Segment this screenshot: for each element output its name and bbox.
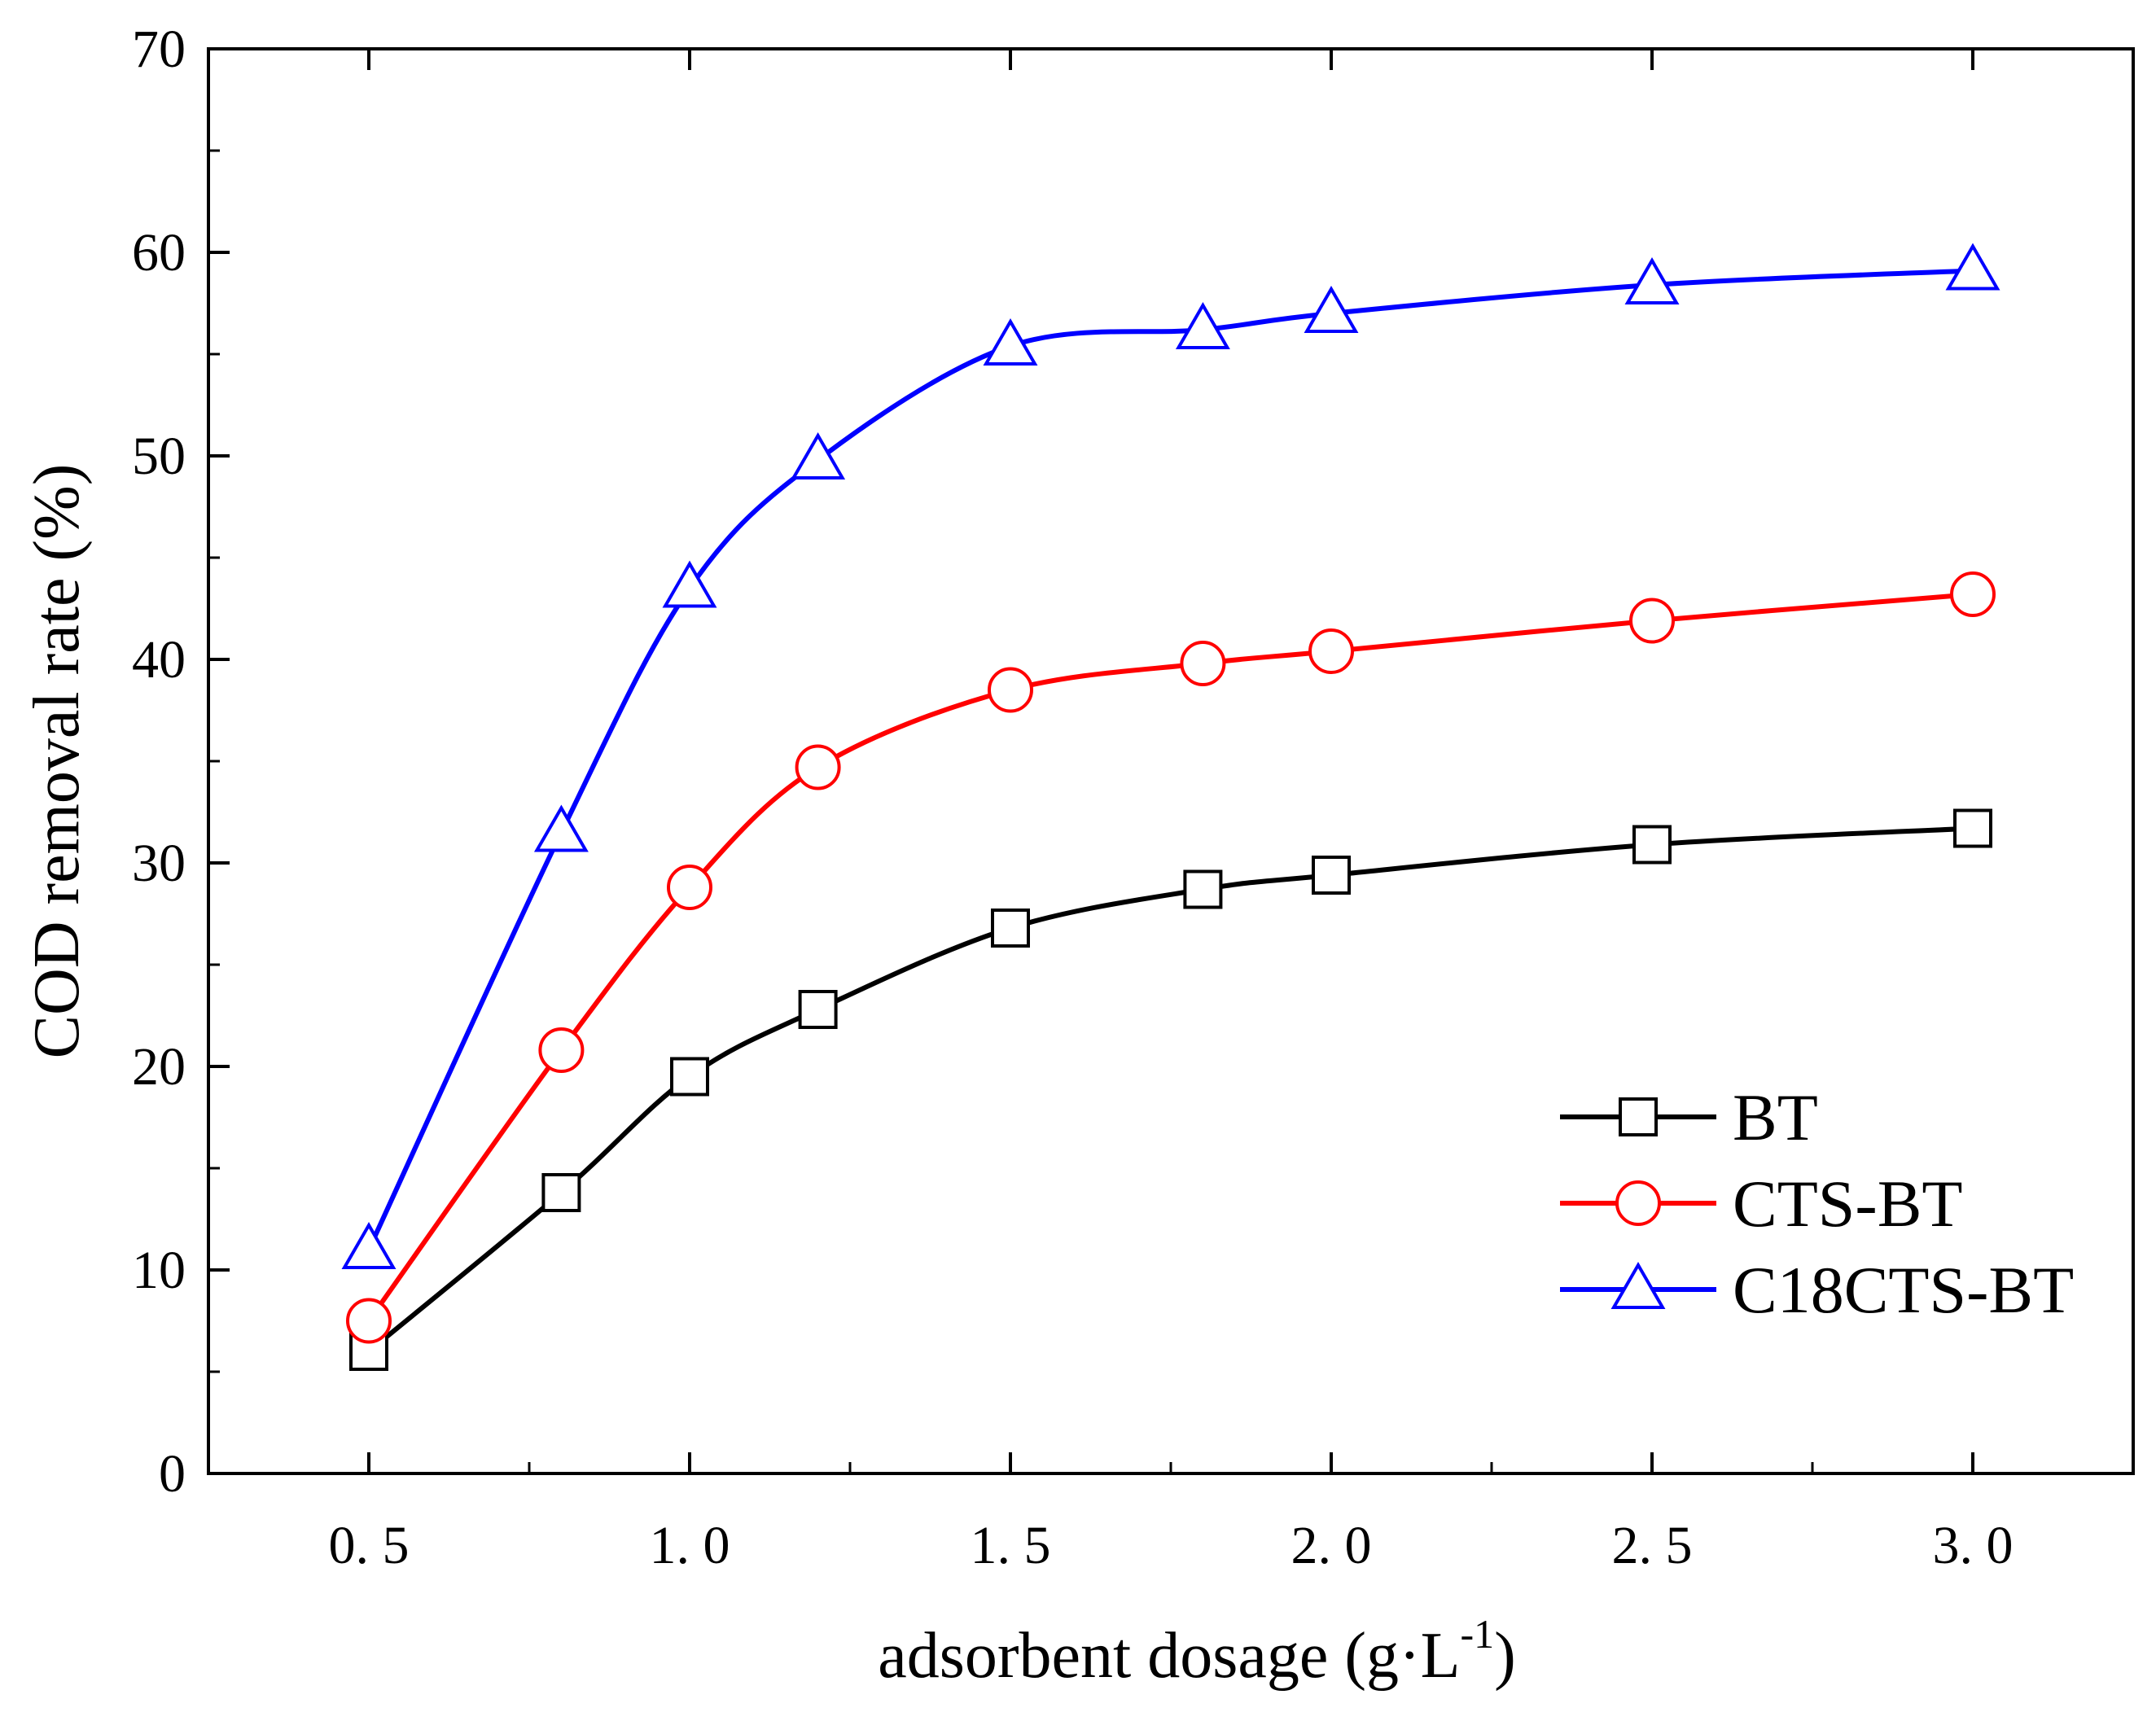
x-tick-label: 3. 0 xyxy=(1933,1516,2014,1575)
data-point-c18cts-bt xyxy=(1304,285,1359,333)
data-point-cts-bt xyxy=(346,1298,392,1344)
axis-ticks: 0. 5 1. 0 1. 5 2. 0 2. 5 3. 0 0 10 20 30 40 50 60 70 xyxy=(132,20,2014,1575)
legend-label-bt: BT xyxy=(1733,1080,1818,1154)
data-point-cts-bt xyxy=(1950,571,1996,617)
data-point-c18cts-bt xyxy=(983,317,1038,366)
legend-label-c18cts-bt: C18CTS-BT xyxy=(1733,1253,2074,1327)
y-tick-label: 60 xyxy=(132,223,186,282)
x-axis-title-tail: ) xyxy=(1494,1620,1516,1692)
data-point-cts-bt xyxy=(1308,628,1354,674)
data-point-bt xyxy=(798,990,838,1029)
y-tick-label: 10 xyxy=(132,1241,186,1300)
y-tick-label: 70 xyxy=(132,20,186,79)
x-axis-title-main: adsorbent dosage (g·L xyxy=(878,1620,1460,1692)
data-point-c18cts-bt xyxy=(341,1221,397,1269)
legend: BT CTS-BT C18CTS-BT xyxy=(1560,1080,2074,1327)
data-point-cts-bt xyxy=(1180,641,1226,686)
data-point-c18cts-bt xyxy=(1175,301,1230,349)
x-tick-label: 2. 5 xyxy=(1612,1516,1693,1575)
x-tick-label: 2. 0 xyxy=(1291,1516,1372,1575)
y-tick-label: 0 xyxy=(159,1444,186,1504)
data-point-cts-bt xyxy=(1629,598,1675,644)
x-axis-title-sup: -1 xyxy=(1461,1611,1495,1657)
data-point-cts-bt xyxy=(988,667,1033,713)
x-tick-label: 0. 5 xyxy=(329,1516,410,1575)
y-tick-label: 20 xyxy=(132,1037,186,1097)
legend-marker-cts-bt xyxy=(1615,1180,1661,1226)
data-point-c18cts-bt xyxy=(791,431,846,479)
data-point-bt xyxy=(1632,825,1672,865)
legend-label-cts-bt: CTS-BT xyxy=(1733,1167,1962,1241)
x-axis-title: adsorbent dosage (g·L-1) xyxy=(878,1611,1516,1692)
y-tick-label: 30 xyxy=(132,834,186,893)
legend-marker-bt xyxy=(1619,1097,1658,1136)
data-point-c18cts-bt xyxy=(1945,243,2000,291)
data-point-cts-bt xyxy=(538,1027,585,1073)
data-point-bt xyxy=(1953,808,1992,848)
data-point-bt xyxy=(1183,869,1223,909)
legend-marker-c18cts-bt xyxy=(1610,1261,1666,1309)
data-point-bt xyxy=(541,1173,581,1212)
data-point-cts-bt xyxy=(795,744,841,790)
y-tick-label: 50 xyxy=(132,427,186,486)
data-point-c18cts-bt xyxy=(533,804,589,852)
x-tick-label: 1. 0 xyxy=(650,1516,730,1575)
data-point-bt xyxy=(670,1057,709,1097)
y-tick-label: 40 xyxy=(132,630,186,690)
data-point-c18cts-bt xyxy=(662,560,717,608)
x-tick-label: 1. 5 xyxy=(971,1516,1051,1575)
data-point-bt xyxy=(991,909,1030,948)
series-markers xyxy=(341,243,2000,1371)
y-axis-title: COD removal rate (%) xyxy=(21,464,93,1059)
data-point-c18cts-bt xyxy=(1624,256,1680,304)
data-point-bt xyxy=(1312,856,1351,895)
data-point-cts-bt xyxy=(667,865,712,910)
